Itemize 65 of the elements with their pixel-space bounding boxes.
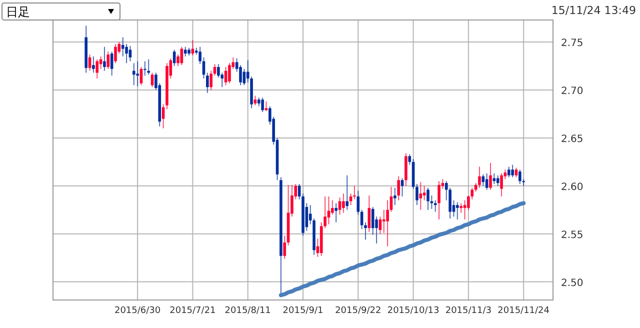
candlestick bbox=[463, 200, 466, 220]
x-tick-label: 2015/8/11 bbox=[224, 306, 271, 316]
candlestick bbox=[96, 58, 99, 79]
candlestick bbox=[264, 101, 268, 112]
y-tick-label: 2.75 bbox=[561, 38, 584, 50]
candlestick bbox=[128, 45, 132, 62]
candlestick bbox=[334, 202, 338, 223]
candlestick bbox=[254, 95, 257, 106]
x-tick-label: 2015/6/30 bbox=[114, 306, 161, 316]
candlestick bbox=[478, 166, 481, 188]
text: 15/11/24 13:49 bbox=[551, 4, 636, 17]
candlestick bbox=[507, 166, 510, 178]
candlestick bbox=[518, 169, 522, 184]
candlestick bbox=[356, 190, 360, 216]
candlestick bbox=[500, 172, 503, 197]
candlestick bbox=[92, 56, 95, 74]
candlestick bbox=[132, 62, 136, 86]
candlestick bbox=[382, 209, 386, 234]
x-tick-label: 2015/11/3 bbox=[445, 306, 492, 316]
candlestick bbox=[438, 180, 440, 220]
candlestick bbox=[331, 200, 334, 216]
candlestick bbox=[338, 196, 342, 216]
candlestick bbox=[400, 178, 404, 197]
y-tick-label: 2.60 bbox=[561, 182, 584, 193]
candlestick bbox=[460, 202, 462, 214]
y-tick-label: 2.65 bbox=[561, 134, 584, 145]
candlestick bbox=[492, 172, 496, 184]
candlestick bbox=[496, 174, 500, 186]
candlestick bbox=[103, 46, 106, 72]
candlestick bbox=[106, 51, 110, 70]
x-tick-label: 2015/11/24 bbox=[498, 306, 550, 316]
candlestick bbox=[261, 97, 264, 113]
candlestick bbox=[184, 46, 187, 57]
candlestick bbox=[140, 66, 143, 86]
candlestick bbox=[422, 185, 426, 201]
y-tick-label: 2.70 bbox=[561, 86, 584, 97]
candlestick bbox=[511, 164, 514, 178]
candlestick bbox=[206, 72, 209, 94]
candlestick bbox=[110, 51, 114, 76]
candlestick bbox=[482, 174, 485, 186]
candlestick bbox=[346, 174, 349, 210]
candlestick bbox=[485, 172, 488, 190]
candlestick bbox=[283, 235, 286, 260]
candlestick bbox=[419, 182, 422, 210]
candlestick bbox=[404, 152, 408, 186]
candlestick bbox=[456, 202, 459, 220]
candlestick bbox=[408, 154, 412, 166]
candlestick bbox=[426, 187, 430, 210]
candlestick bbox=[136, 60, 139, 87]
x-tick-label: 2015/9/1 bbox=[282, 306, 324, 316]
x-tick-label: 2015/9/22 bbox=[335, 306, 382, 316]
candlestick bbox=[144, 60, 146, 76]
candlestick bbox=[342, 193, 345, 214]
candlestick bbox=[514, 167, 518, 178]
candlestick bbox=[210, 70, 212, 90]
candlestick bbox=[434, 200, 437, 212]
y-tick-label: 2.50 bbox=[561, 278, 584, 289]
candlestick bbox=[397, 176, 400, 201]
chart-title: 日足 bbox=[6, 5, 30, 19]
candlestick bbox=[114, 43, 117, 64]
x-tick-label: 2015/7/21 bbox=[170, 306, 216, 316]
x-tick-label: 2015/10/13 bbox=[387, 306, 440, 316]
candlestick bbox=[394, 187, 396, 206]
y-tick-label: 2.55 bbox=[561, 230, 584, 241]
candlestick bbox=[489, 162, 492, 190]
